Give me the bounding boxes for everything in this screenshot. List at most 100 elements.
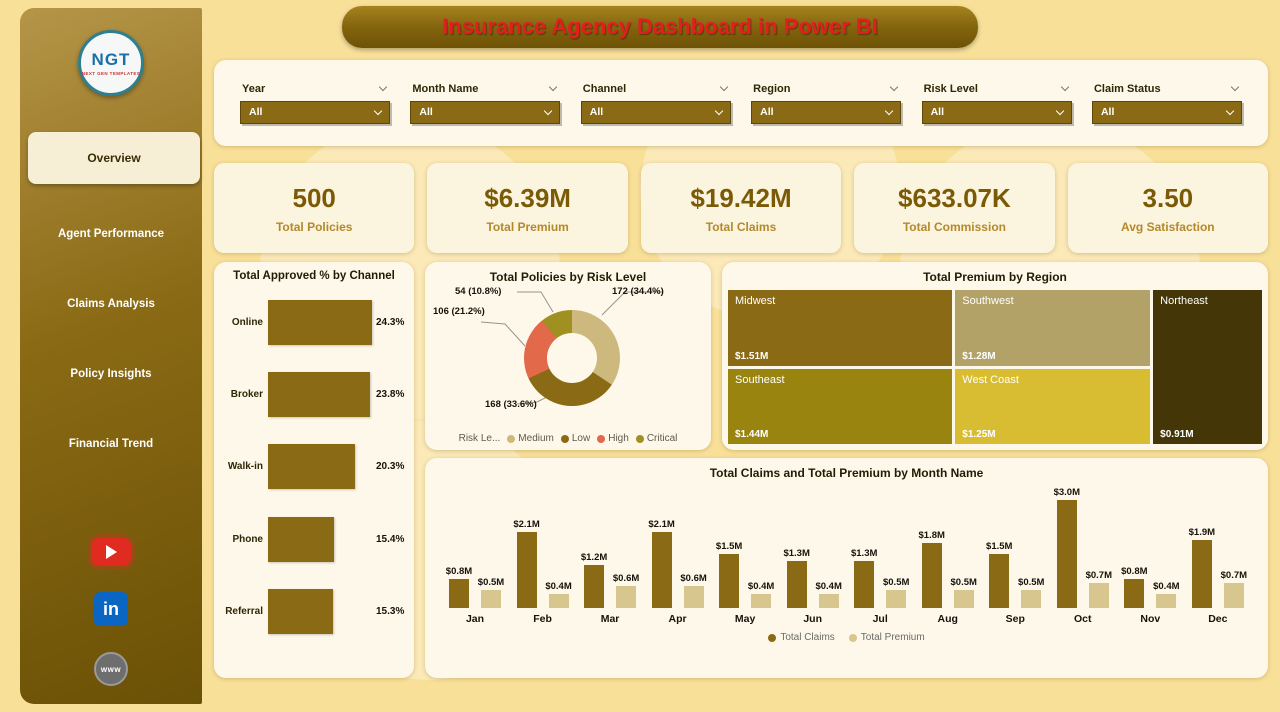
legend-item-medium[interactable]: Medium: [507, 433, 554, 444]
monthly-bar[interactable]: [818, 594, 839, 608]
legend-item-critical[interactable]: Critical: [635, 433, 677, 444]
monthly-bar[interactable]: [516, 532, 537, 608]
bar-column: $1.5M: [713, 541, 745, 608]
monthly-bar[interactable]: [719, 554, 740, 608]
monthly-bar[interactable]: [1191, 540, 1212, 608]
monthly-bar[interactable]: [989, 554, 1010, 608]
bar-column: $0.4M: [543, 581, 575, 608]
value-label: $1.3M: [783, 548, 810, 559]
legend-dot: [635, 434, 644, 443]
month-group: $1.2M $0.6M Mar: [578, 482, 642, 625]
donut-callout: 54 (10.8%): [455, 286, 502, 297]
value-label: $0.4M: [545, 581, 572, 592]
chevron-down-icon[interactable]: [1230, 82, 1240, 92]
sidebar-item-financial-trend[interactable]: Financial Trend: [68, 438, 154, 450]
channel-bar[interactable]: [268, 372, 370, 418]
filter-channel: Channel All: [580, 82, 731, 124]
filter-claim-status: Claim Status All: [1091, 82, 1242, 124]
treemap-cell-southwest[interactable]: Southwest $1.28M: [955, 290, 1151, 366]
linkedin-icon[interactable]: in: [94, 592, 128, 626]
month-bars: $2.1M $0.4M: [511, 482, 575, 608]
claim-status-dropdown[interactable]: All: [1091, 100, 1242, 124]
value-label: $0.4M: [1153, 581, 1180, 592]
monthly-bar[interactable]: [481, 590, 501, 608]
play-icon: [105, 545, 117, 559]
month-group: $3.0M $0.7M Oct: [1051, 482, 1115, 625]
bar-track: [268, 372, 372, 418]
monthly-bar[interactable]: [1056, 500, 1077, 608]
value-label: $0.8M: [445, 566, 473, 577]
filter-year: Year All: [240, 83, 390, 124]
bar-column: $3.0M: [1051, 487, 1083, 608]
sidebar-item-agent-performance[interactable]: Agent Performance: [57, 228, 165, 240]
month-bars: $0.8M $0.5M: [443, 482, 507, 608]
category-label: Referral: [225, 606, 263, 618]
month-group: $0.8M $0.4M Nov: [1118, 482, 1182, 625]
channel-bar[interactable]: [268, 444, 355, 490]
logo-text: NGT: [91, 50, 131, 69]
monthly-bar[interactable]: [1156, 594, 1177, 608]
monthly-bar[interactable]: [584, 565, 605, 608]
legend-item-total-premium[interactable]: Total Premium: [848, 632, 925, 643]
legend-item-high[interactable]: High: [597, 433, 629, 444]
treemap-cell-midwest[interactable]: Midwest $1.51M: [728, 290, 953, 366]
treemap-cell-west-coast[interactable]: West Coast $1.25M: [955, 368, 1151, 444]
chevron-down-icon[interactable]: [1060, 82, 1069, 92]
monthly-bar[interactable]: [1088, 583, 1109, 608]
sidebar-item-policy-insights[interactable]: Policy Insights: [70, 368, 152, 380]
channel-bar-row: Online 24.3%: [222, 299, 408, 345]
channel-bar[interactable]: [268, 589, 334, 635]
legend-item-low[interactable]: Low: [560, 433, 590, 444]
bar-column: $0.7M: [1083, 570, 1115, 608]
monthly-bar[interactable]: [1124, 579, 1145, 608]
monthly-bar[interactable]: [1223, 583, 1244, 608]
monthly-bar[interactable]: [683, 586, 704, 608]
risk-level-dropdown[interactable]: All: [921, 100, 1072, 124]
channel-dropdown[interactable]: All: [580, 100, 731, 124]
filter-month-name: Month Name All: [410, 82, 561, 124]
social-links: in www: [20, 538, 202, 686]
value-label: $3.0M: [1053, 487, 1080, 498]
bar-column: $0.5M: [475, 577, 507, 608]
monthly-bar[interactable]: [786, 561, 807, 608]
monthly-bar[interactable]: [1021, 590, 1042, 608]
treemap-cell-northeast[interactable]: Northeast $0.91M: [1153, 290, 1262, 444]
bar-column: $0.6M: [610, 573, 642, 608]
chevron-down-icon: [1225, 106, 1235, 115]
monthly-bar[interactable]: [886, 590, 907, 608]
year-dropdown[interactable]: All: [240, 100, 390, 124]
channel-bar[interactable]: [268, 516, 334, 562]
value-label: $1.5M: [715, 541, 743, 552]
filter-panel: Year All Month Name All Channel All Regi…: [214, 60, 1268, 146]
monthly-bar[interactable]: [854, 561, 875, 608]
monthly-bar[interactable]: [548, 594, 569, 608]
risk-donut[interactable]: [524, 310, 620, 406]
chevron-down-icon[interactable]: [889, 82, 899, 92]
channel-bar[interactable]: [268, 299, 372, 345]
monthly-bar[interactable]: [921, 543, 942, 608]
monthly-bar[interactable]: [449, 579, 469, 608]
chevron-down-icon[interactable]: [378, 82, 388, 92]
sidebar-item-claims-analysis[interactable]: Claims Analysis: [67, 298, 155, 310]
page-title: Insurance Agency Dashboard in Power BI: [442, 14, 878, 39]
bar-column: $2.1M: [511, 519, 543, 608]
sidebar-item-overview[interactable]: Overview: [28, 132, 200, 184]
filter-region: Region All: [751, 82, 902, 124]
chevron-down-icon[interactable]: [549, 82, 558, 92]
monthly-bar[interactable]: [616, 586, 637, 608]
monthly-bar[interactable]: [651, 532, 672, 608]
legend-dot: [848, 633, 857, 642]
region-dropdown[interactable]: All: [751, 100, 902, 124]
chevron-down-icon[interactable]: [719, 82, 729, 92]
youtube-icon[interactable]: [91, 538, 131, 566]
value-label: 24.3%: [376, 316, 405, 328]
monthly-bar[interactable]: [953, 590, 974, 608]
website-globe-icon[interactable]: www: [94, 652, 128, 686]
treemap-cell-southeast[interactable]: Southeast $1.44M: [728, 368, 953, 444]
monthly-bar[interactable]: [751, 594, 772, 608]
legend-item-total-claims[interactable]: Total Claims: [768, 632, 835, 643]
month-bars: $1.5M $0.4M: [713, 482, 777, 608]
month-name-dropdown[interactable]: All: [410, 100, 561, 124]
channel-bar-row: Referral 15.3%: [222, 589, 408, 635]
kpi-total-premium: $6.39M Total Premium: [427, 163, 628, 253]
